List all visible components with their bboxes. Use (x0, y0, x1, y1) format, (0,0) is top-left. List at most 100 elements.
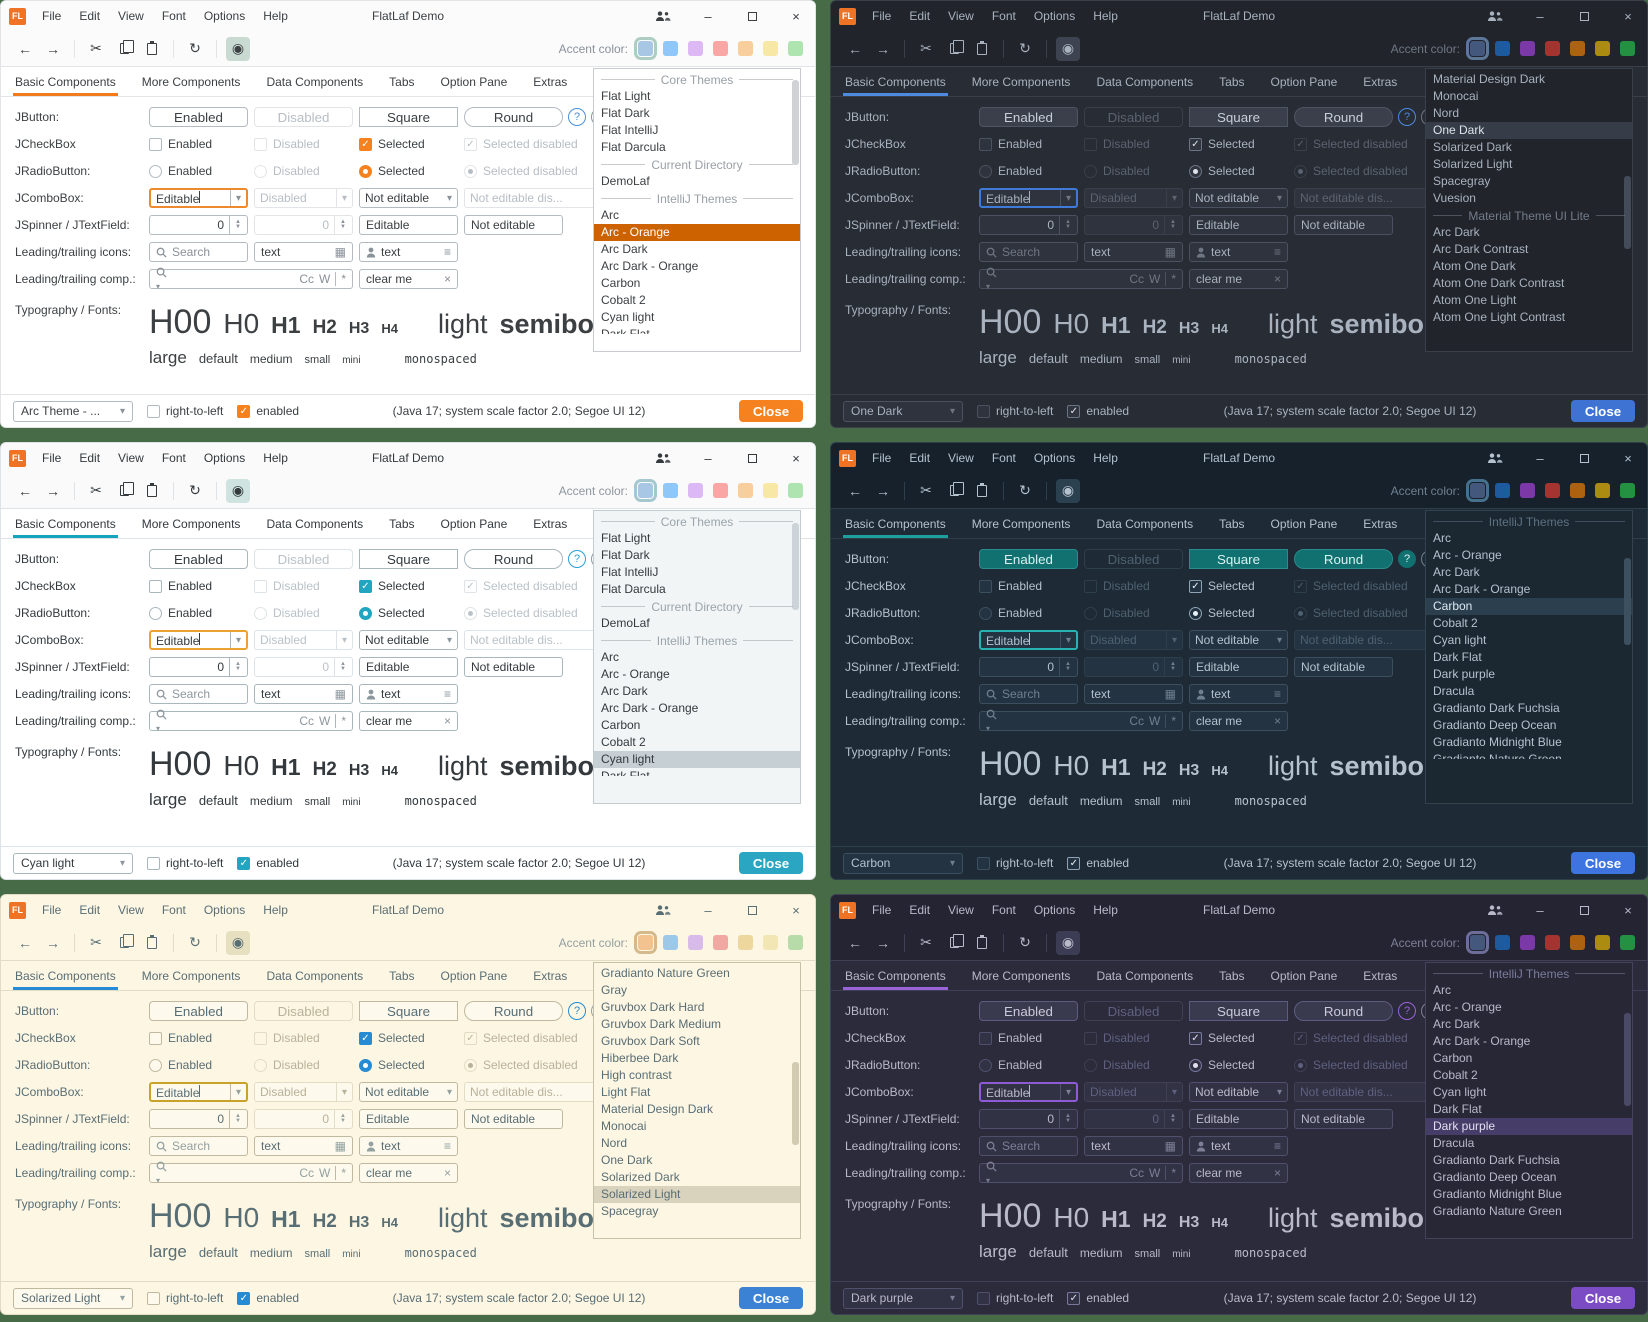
spinner[interactable]: 0 ▲ ▼ (149, 1109, 248, 1129)
theme-list[interactable]: Core Themes Flat Light Flat Dark Flat Intel… (593, 510, 801, 804)
back-icon[interactable]: ← (18, 40, 32, 57)
forward-icon[interactable]: → (46, 40, 60, 57)
minimize-button[interactable]: – (1536, 450, 1544, 466)
theme-list-item-flat-light[interactable]: Flat Light (601, 89, 651, 103)
theme-list-item-solarized-dark[interactable]: Solarized Dark (1433, 140, 1512, 154)
square-button[interactable]: Square (359, 549, 458, 569)
search-input[interactable]: Search (149, 684, 248, 704)
theme-list-item-gradianto-dark-fuchsia[interactable]: Gradianto Dark Fuchsia (1433, 1153, 1560, 1167)
right-to-left-checkbox[interactable]: right-to-left (147, 404, 223, 418)
theme-list-item-light-flat[interactable]: Light Flat (601, 1085, 651, 1099)
tab-option-pane[interactable]: Option Pane (1270, 74, 1338, 89)
textfield-editable[interactable]: Editable (1189, 1109, 1288, 1129)
spinner[interactable]: 0 ▲ ▼ (149, 215, 248, 235)
checkbox-enabled[interactable]: Enabled (149, 579, 212, 593)
radio-selected[interactable]: Selected (1189, 164, 1255, 178)
theme-list-item-one-dark[interactable]: One Dark (601, 1153, 653, 1167)
list-scrollbar-thumb[interactable] (792, 1062, 799, 1145)
tab-extras[interactable]: Extras (1363, 968, 1398, 983)
theme-list-item-atom-one-light[interactable]: Atom One Light (1433, 293, 1517, 307)
list-scrollbar-thumb[interactable] (1624, 1012, 1631, 1106)
checkbox-selected[interactable]: ✓ Selected (359, 579, 425, 593)
theme-list-item-cobalt-2[interactable]: Cobalt 2 (1433, 616, 1478, 630)
paste-icon[interactable] (970, 37, 994, 61)
refresh-icon[interactable]: ↻ (1019, 482, 1031, 498)
theme-list-item-flat-intellij[interactable]: Flat IntelliJ (601, 565, 659, 579)
textfield-editable[interactable]: Editable (359, 215, 458, 235)
theme-list-item-arc-dark[interactable]: Arc Dark (601, 242, 648, 256)
theme-list-item-solarized-light[interactable]: Solarized Light (594, 1186, 800, 1203)
accent-swatch-5[interactable] (1595, 483, 1610, 498)
accent-swatch-6[interactable] (1620, 935, 1635, 950)
theme-list-item-arc-dark[interactable]: Arc Dark (1433, 565, 1480, 579)
search-options-input[interactable]: ▾ Cc W * (979, 709, 1183, 733)
accent-swatch-0[interactable] (634, 479, 657, 502)
tab-data-components[interactable]: Data Components (266, 516, 364, 531)
help-icon[interactable]: ? (568, 550, 586, 568)
tab-data-components[interactable]: Data Components (266, 74, 364, 89)
radio-selected[interactable]: Selected (359, 164, 425, 178)
accent-swatch-6[interactable] (788, 935, 803, 950)
combobox-editable[interactable]: Editable ▾ (149, 188, 248, 208)
menu-item-options[interactable]: Options (203, 9, 246, 23)
close-button[interactable]: Close (1571, 852, 1635, 874)
round-button[interactable]: Round (464, 1001, 563, 1021)
accent-swatch-2[interactable] (1520, 935, 1535, 950)
theme-list-item-one-dark[interactable]: One Dark (1426, 122, 1632, 139)
accent-swatch-0[interactable] (1466, 479, 1489, 502)
menu-item-options[interactable]: Options (1033, 451, 1076, 465)
theme-list[interactable]: IntelliJ Themes Arc Arc - Orange Arc Dark Ar… (1425, 510, 1633, 804)
theme-list-item-solarized-dark[interactable]: Solarized Dark (601, 1170, 680, 1184)
enabled-checkbox[interactable]: ✓ enabled (1067, 404, 1129, 418)
theme-list-item-gruvbox-dark-soft[interactable]: Gruvbox Dark Soft (601, 1034, 700, 1048)
tab-extras[interactable]: Extras (1363, 74, 1398, 89)
accent-swatch-3[interactable] (1545, 935, 1560, 950)
theme-combo[interactable]: One Dark ▾ (843, 400, 963, 422)
refresh-icon[interactable]: ↻ (1019, 934, 1031, 950)
theme-list-item-arc[interactable]: Arc (601, 208, 619, 222)
theme-list-item-arc-dark-orange[interactable]: Arc Dark - Orange (601, 701, 699, 715)
calendar-input[interactable]: text ▦ (254, 1136, 353, 1156)
search-options-input[interactable]: ▾ Cc W * (149, 267, 353, 291)
theme-list-item-arc[interactable]: Arc (1433, 531, 1451, 545)
theme-list-item-arc-dark-orange[interactable]: Arc Dark - Orange (601, 259, 699, 273)
checkbox-selected[interactable]: ✓ Selected (1189, 579, 1255, 593)
right-to-left-checkbox[interactable]: right-to-left (977, 856, 1053, 870)
accent-swatch-5[interactable] (763, 935, 778, 950)
tab-basic-components[interactable]: Basic Components (13, 67, 118, 96)
clear-icon[interactable]: × (1273, 272, 1281, 286)
enabled-button[interactable]: Enabled (979, 1001, 1078, 1021)
accent-swatch-6[interactable] (788, 483, 803, 498)
accent-swatch-3[interactable] (1545, 483, 1560, 498)
clear-icon[interactable]: × (1273, 1166, 1281, 1180)
tab-basic-components[interactable]: Basic Components (843, 509, 948, 538)
calendar-input[interactable]: text ▦ (1084, 684, 1183, 704)
accent-swatch-2[interactable] (1520, 483, 1535, 498)
enabled-button[interactable]: Enabled (979, 107, 1078, 127)
theme-list-item-gradianto-nature-green[interactable]: Gradianto Nature Green (1433, 752, 1562, 759)
round-button[interactable]: Round (464, 549, 563, 569)
menu-item-file[interactable]: File (42, 9, 62, 23)
accent-swatch-1[interactable] (663, 935, 678, 950)
clear-me-input[interactable]: clear me × (359, 1163, 458, 1183)
checkbox-selected[interactable]: ✓ Selected (359, 1031, 425, 1045)
checkbox-selected[interactable]: ✓ Selected (1189, 137, 1255, 151)
theme-list-item-monocai[interactable]: Monocai (601, 1119, 647, 1133)
combobox-not-editable[interactable]: Not editable ▾ (1189, 1082, 1288, 1102)
menu-item-help[interactable]: Help (263, 903, 288, 917)
users-icon[interactable] (655, 10, 673, 22)
theme-list[interactable]: Core Themes Flat Light Flat Dark Flat Intel… (593, 68, 801, 352)
tab-data-components[interactable]: Data Components (1096, 74, 1194, 89)
square-button[interactable]: Square (359, 107, 458, 127)
tab-basic-components[interactable]: Basic Components (13, 961, 118, 990)
back-icon[interactable]: ← (848, 482, 862, 499)
square-button[interactable]: Square (1189, 107, 1288, 127)
theme-list-item-gradianto-midnight-blue[interactable]: Gradianto Midnight Blue (1433, 735, 1562, 749)
refresh-icon[interactable]: ↻ (189, 40, 201, 56)
maximize-button[interactable] (1575, 903, 1593, 918)
tab-data-components[interactable]: Data Components (1096, 968, 1194, 983)
enabled-button[interactable]: Enabled (149, 1001, 248, 1021)
radio-enabled[interactable]: Enabled (149, 606, 212, 620)
close-button[interactable]: Close (739, 852, 803, 874)
help-icon[interactable]: ? (568, 1002, 586, 1020)
